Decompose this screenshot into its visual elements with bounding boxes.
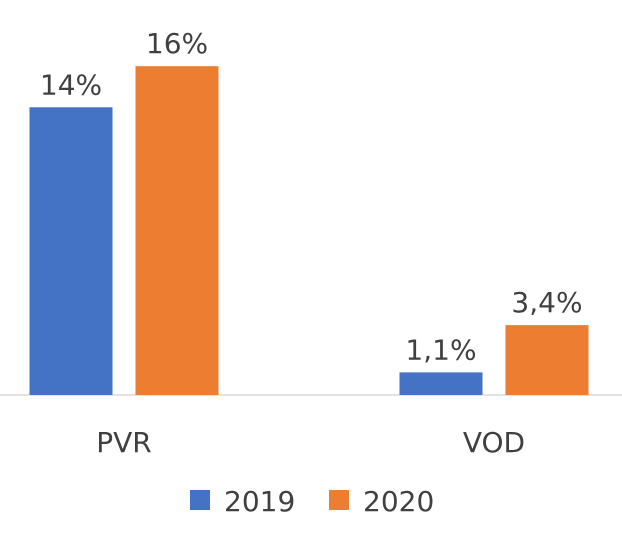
bar-vod-2019	[399, 372, 483, 395]
category-label-pvr: PVR	[96, 426, 152, 459]
legend-swatch-2020	[329, 490, 349, 510]
legend-label-2019: 2019	[224, 485, 295, 518]
bar-vod-2020	[505, 325, 589, 395]
data-label-vod-2020: 3,4%	[511, 286, 582, 319]
data-label-pvr-2020: 16%	[146, 27, 208, 60]
legend-label-2020: 2020	[363, 485, 434, 518]
data-label-vod-2019: 1,1%	[405, 333, 476, 366]
legend-swatch-2019	[190, 490, 210, 510]
bar-pvr-2019	[29, 107, 113, 396]
category-label-vod: VOD	[463, 426, 525, 459]
data-label-pvr-2019: 14%	[40, 68, 102, 101]
bar-pvr-2020	[135, 66, 219, 395]
legend: 2019 2020	[190, 485, 434, 518]
